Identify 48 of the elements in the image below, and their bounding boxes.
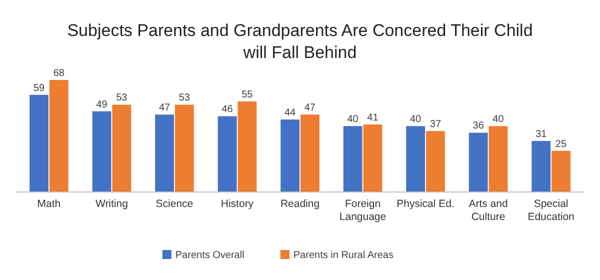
data-label: 55 [242, 89, 254, 100]
x-tick-label: Science [156, 198, 194, 210]
data-label: 49 [96, 99, 108, 110]
legend-label: Parents Overall [175, 250, 244, 261]
bar [92, 111, 112, 192]
data-label: 40 [492, 114, 504, 126]
data-label: 44 [284, 108, 296, 119]
data-label: 40 [410, 114, 422, 126]
x-tick-label: Math [37, 198, 61, 210]
data-label: 37 [430, 119, 442, 130]
data-label: 40 [347, 114, 359, 126]
bar [532, 140, 551, 192]
data-label: 25 [555, 138, 567, 150]
data-label: 68 [53, 68, 65, 79]
bar [300, 114, 320, 192]
bar [363, 124, 382, 192]
data-label: 47 [304, 102, 316, 114]
bar [468, 132, 488, 192]
bar [343, 126, 362, 192]
data-label: 47 [158, 102, 171, 114]
data-label: 53 [178, 92, 190, 104]
bar [238, 101, 257, 192]
x-tick-label: Physical Ed. [396, 198, 454, 210]
bar [155, 114, 174, 192]
x-tick-label: Writing [95, 198, 128, 210]
bar [280, 120, 300, 192]
bar [30, 94, 48, 192]
bar [49, 80, 68, 192]
data-label: 53 [116, 92, 128, 104]
x-tick-label: History [220, 198, 254, 210]
x-tick-label: Arts and Culture [468, 198, 508, 223]
data-label: 46 [222, 104, 234, 116]
bar [426, 131, 445, 192]
bar [218, 116, 237, 192]
legend-label: Parents in Rural Areas [293, 250, 394, 261]
bar [174, 104, 194, 192]
bar [552, 150, 570, 192]
x-tick-label: Reading [280, 198, 320, 210]
bar [112, 104, 132, 192]
bar [406, 126, 426, 192]
data-label: 59 [33, 82, 45, 94]
data-label: 41 [367, 112, 379, 124]
chart-title: Subjects Parents and Grandparents Are Concered Their Child will Fall Behind [67, 21, 533, 62]
x-tick-label: Foreign Language [339, 198, 386, 223]
data-label: 36 [472, 120, 484, 132]
data-label: 31 [536, 128, 548, 140]
x-tick-label: Special Education [528, 198, 575, 223]
bar [488, 126, 508, 192]
